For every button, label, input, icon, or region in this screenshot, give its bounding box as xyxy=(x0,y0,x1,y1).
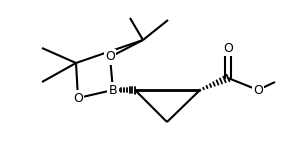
Text: O: O xyxy=(223,42,233,55)
Text: B: B xyxy=(109,84,117,96)
Text: O: O xyxy=(105,50,115,64)
Text: O: O xyxy=(253,84,263,96)
Text: O: O xyxy=(73,92,83,104)
